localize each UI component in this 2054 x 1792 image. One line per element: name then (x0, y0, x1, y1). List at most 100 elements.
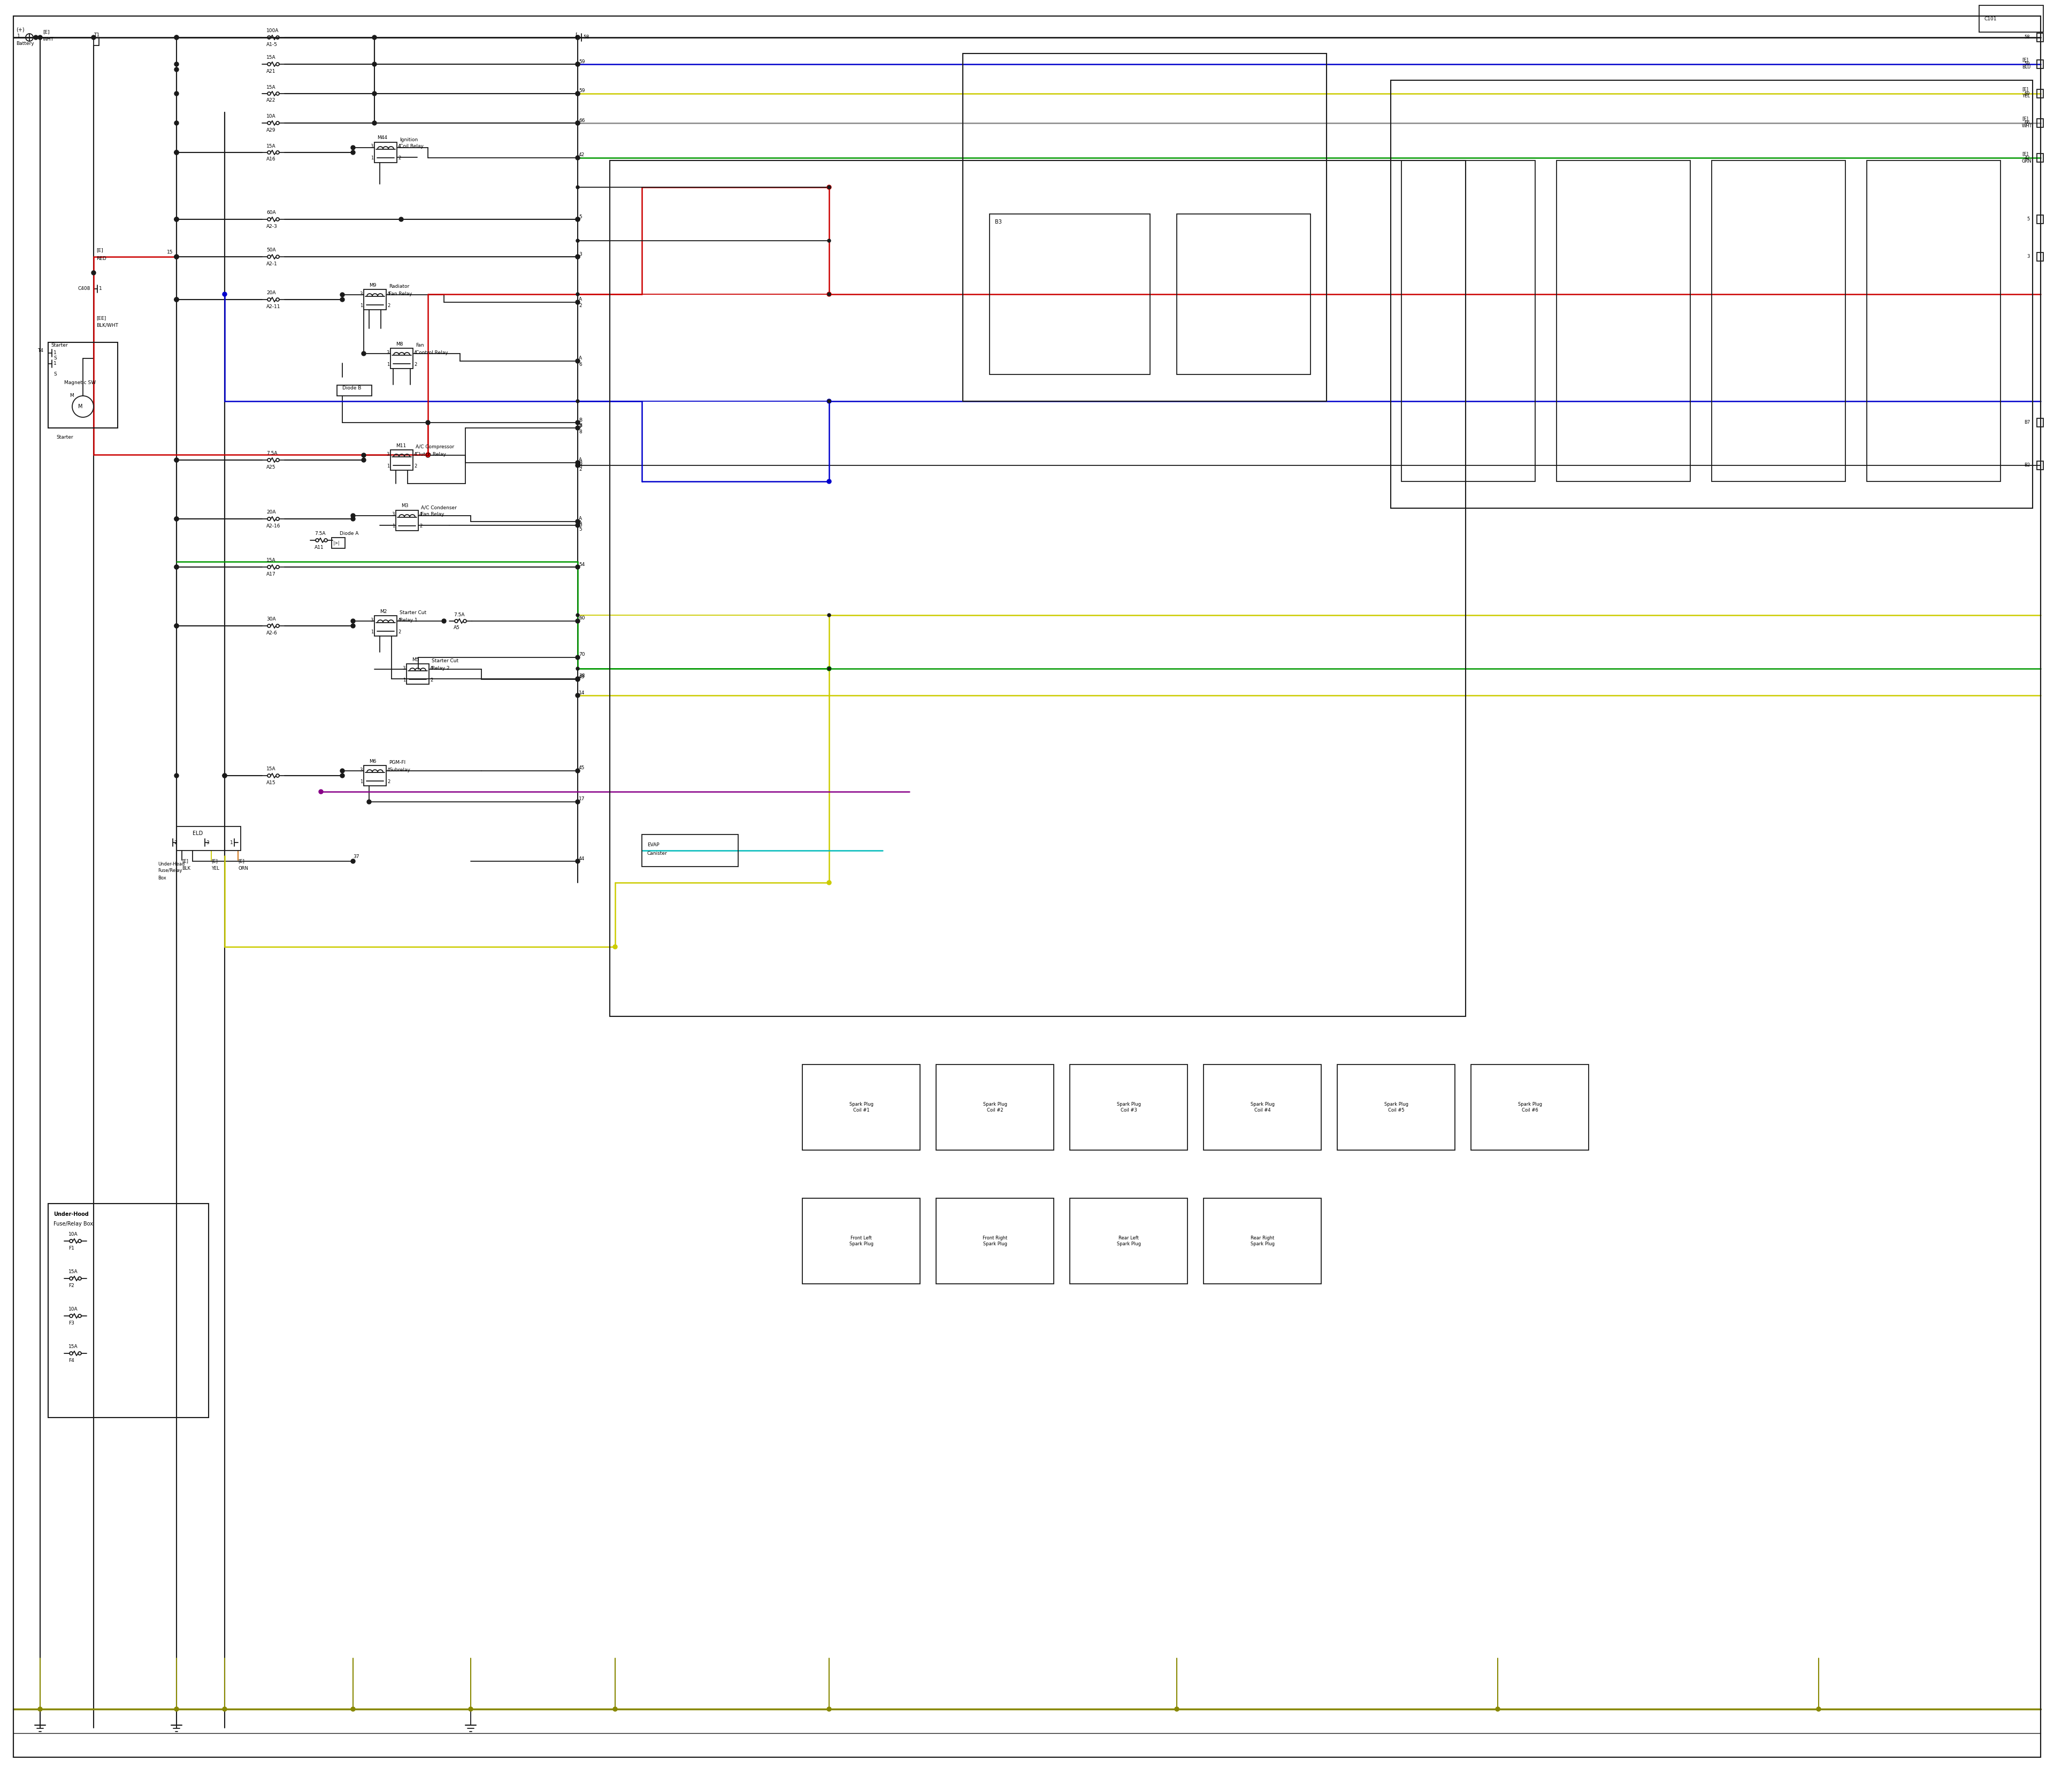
Circle shape (442, 618, 446, 624)
Bar (1401, 161, 1534, 482)
Text: S: S (53, 357, 58, 360)
Text: Starter Cut: Starter Cut (401, 611, 427, 615)
Bar (1337, 1064, 1454, 1150)
Text: 4: 4 (388, 767, 390, 772)
Text: 2: 2 (388, 303, 390, 308)
Circle shape (175, 91, 179, 95)
Circle shape (37, 1708, 43, 1711)
Circle shape (362, 453, 366, 457)
Text: Fuse/Relay: Fuse/Relay (158, 869, 183, 873)
Circle shape (175, 217, 179, 222)
Text: 6: 6 (579, 362, 581, 367)
Text: 3: 3 (205, 840, 210, 844)
Text: 1: 1 (53, 351, 58, 355)
Text: 4: 4 (415, 349, 417, 355)
Text: Relay 2: Relay 2 (431, 665, 450, 670)
Circle shape (175, 774, 179, 778)
Text: A25: A25 (267, 464, 275, 470)
Circle shape (175, 63, 179, 66)
Text: B: B (579, 461, 581, 466)
Bar (1204, 1199, 1321, 1283)
Text: 1: 1 (359, 780, 364, 783)
Text: [E]: [E] (2021, 88, 2027, 91)
Text: 1: 1 (16, 34, 21, 39)
Text: A2-16: A2-16 (267, 523, 281, 529)
Bar (47, 1204, 210, 1417)
Text: 4: 4 (388, 292, 390, 296)
Circle shape (341, 297, 345, 301)
Circle shape (575, 618, 579, 624)
Circle shape (575, 217, 579, 222)
Circle shape (33, 36, 37, 39)
Text: 1: 1 (230, 840, 232, 844)
Text: RED: RED (97, 256, 107, 262)
Text: Control Relay: Control Relay (415, 349, 448, 355)
Bar (1177, 213, 1310, 375)
Text: 3: 3 (2027, 254, 2029, 260)
Text: 1: 1 (99, 287, 103, 292)
Circle shape (341, 769, 345, 772)
Bar (364, 765, 386, 787)
Text: 1: 1 (392, 523, 394, 529)
Text: [E]: [E] (43, 30, 49, 34)
Text: Battery: Battery (16, 41, 35, 47)
Bar (337, 385, 372, 396)
Bar (1980, 5, 2044, 32)
Circle shape (362, 459, 366, 462)
Circle shape (1495, 1708, 1499, 1711)
Circle shape (575, 464, 579, 468)
Text: A/C Compressor: A/C Compressor (415, 444, 454, 450)
Circle shape (575, 769, 579, 772)
Text: M5: M5 (413, 658, 419, 661)
Text: Coil Relay: Coil Relay (401, 143, 423, 149)
Text: B3: B3 (994, 219, 1002, 224)
Circle shape (175, 516, 179, 521)
Text: Spark Plug
Coil #5: Spark Plug Coil #5 (1384, 1102, 1409, 1113)
Circle shape (575, 358, 579, 364)
Text: 2: 2 (415, 464, 417, 468)
Text: WHT: WHT (2021, 124, 2031, 127)
Bar (390, 348, 413, 369)
Circle shape (37, 36, 43, 39)
Circle shape (175, 459, 179, 462)
Text: 37: 37 (353, 855, 359, 860)
Text: A: A (579, 520, 581, 525)
Text: 2: 2 (388, 780, 390, 783)
Text: 14: 14 (579, 690, 585, 695)
Bar (1471, 1064, 1588, 1150)
Circle shape (575, 36, 579, 39)
Circle shape (175, 564, 179, 570)
Text: [E]: [E] (212, 858, 218, 864)
Circle shape (575, 461, 579, 464)
Text: A11: A11 (314, 545, 325, 550)
Text: 1: 1 (53, 362, 58, 366)
Circle shape (175, 68, 179, 72)
Text: F1: F1 (68, 1245, 74, 1251)
Text: |>|: |>| (333, 541, 339, 545)
Text: A: A (579, 516, 581, 521)
Circle shape (575, 520, 579, 523)
Circle shape (575, 694, 579, 697)
Circle shape (575, 564, 579, 570)
Text: 59: 59 (579, 88, 585, 93)
Circle shape (222, 774, 226, 778)
Circle shape (575, 421, 579, 425)
Text: [E]: [E] (2021, 57, 2027, 63)
Text: C101: C101 (1984, 16, 1996, 22)
Text: 60: 60 (579, 616, 585, 620)
Circle shape (612, 1708, 618, 1711)
Text: [E]: [E] (183, 858, 189, 864)
Text: 7.5A: 7.5A (267, 452, 277, 455)
Circle shape (575, 36, 579, 39)
Text: 100A: 100A (267, 29, 279, 34)
Text: A22: A22 (267, 99, 275, 102)
Bar (1204, 1064, 1321, 1150)
Text: 3: 3 (359, 767, 364, 772)
Circle shape (341, 292, 345, 297)
Text: Subrelay: Subrelay (388, 767, 411, 772)
Circle shape (575, 63, 579, 66)
Text: Fan Relay: Fan Relay (388, 292, 413, 296)
Text: 59: 59 (2025, 61, 2029, 66)
Text: 2: 2 (398, 156, 401, 161)
Text: 15A: 15A (267, 56, 275, 61)
